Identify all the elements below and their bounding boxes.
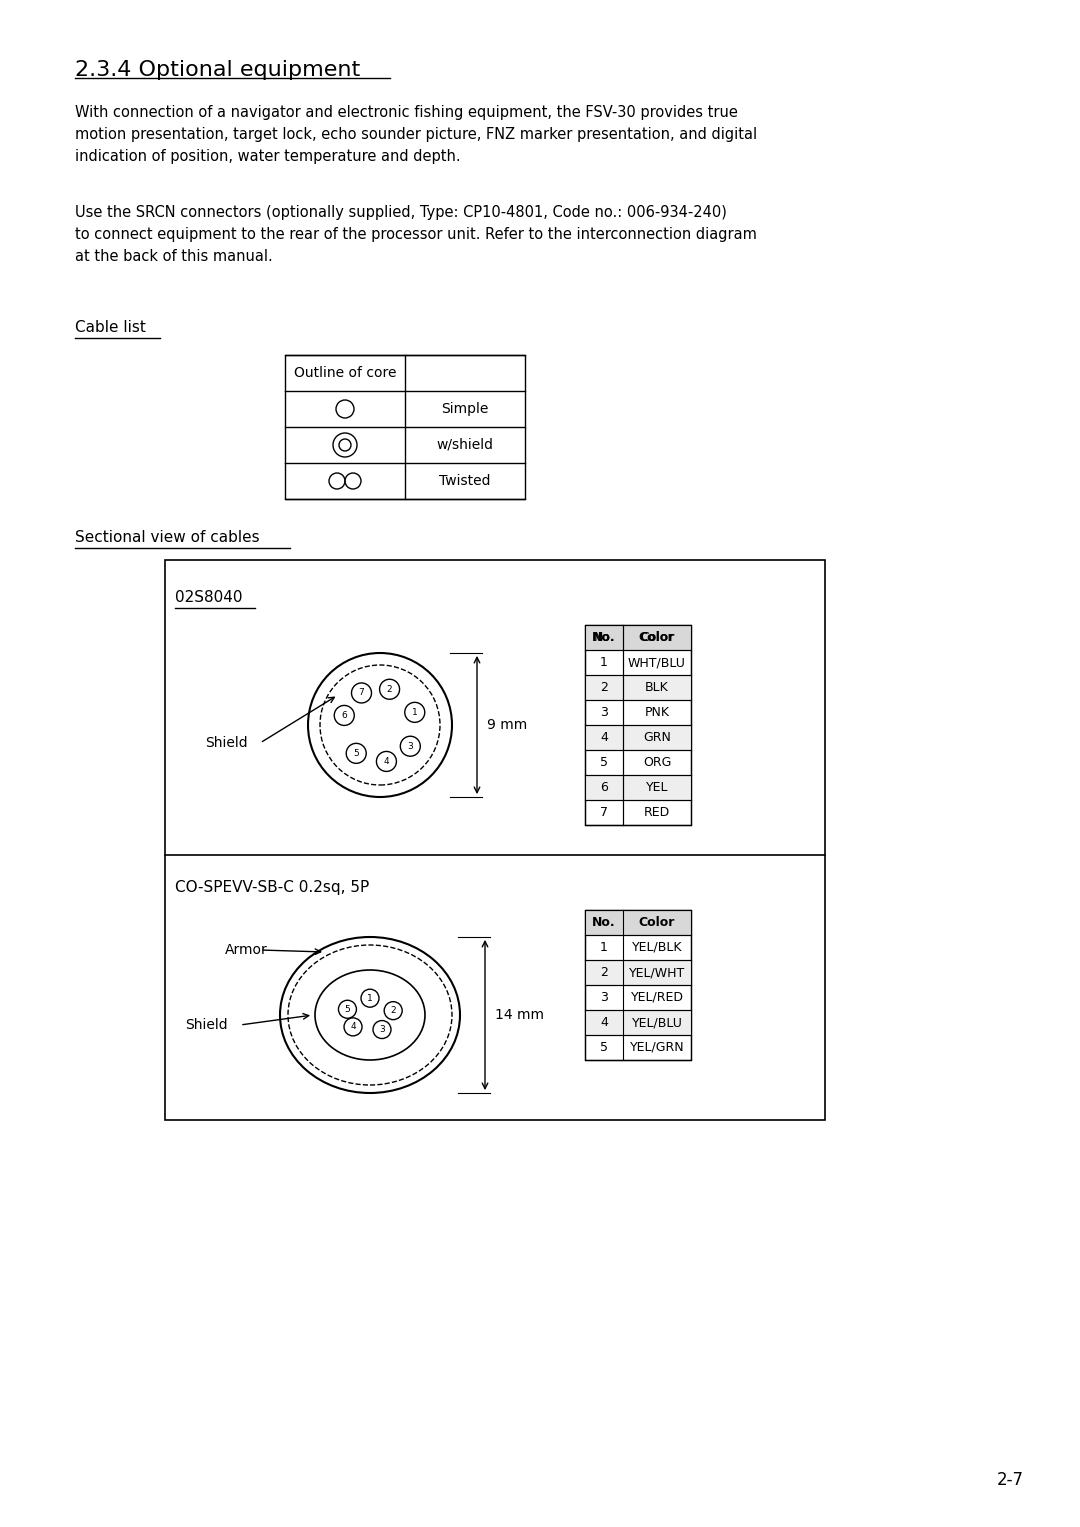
Bar [585,725,691,750]
Text: Shield: Shield [185,1019,228,1032]
Text: GRN: GRN [643,731,671,744]
Text: 4: 4 [600,731,608,744]
Bar [285,354,525,499]
Text: 1: 1 [411,709,418,716]
Bar [165,560,825,1119]
Text: 5: 5 [600,1041,608,1054]
Text: YEL/BLK: YEL/BLK [632,941,683,954]
Bar [585,675,691,699]
Text: PNK: PNK [645,705,670,719]
Text: 1: 1 [600,657,608,669]
Text: 02S8040: 02S8040 [175,589,243,605]
Text: CO-SPEVV-SB-C 0.2sq, 5P: CO-SPEVV-SB-C 0.2sq, 5P [175,880,369,895]
Text: YEL/GRN: YEL/GRN [630,1041,685,1054]
Text: YEL/WHT: YEL/WHT [629,967,685,979]
Text: 2: 2 [390,1006,396,1015]
Bar [585,910,691,935]
Bar [585,625,691,825]
Text: YEL/RED: YEL/RED [631,991,684,1003]
Bar [585,910,691,1060]
Text: Outline of core: Outline of core [294,366,396,380]
Text: BLK: BLK [645,681,669,693]
Text: Armor: Armor [225,944,268,957]
Text: w/shield: w/shield [436,438,494,452]
Text: 5: 5 [600,756,608,770]
Text: Twisted: Twisted [440,473,490,489]
Text: 4: 4 [350,1023,355,1031]
Text: Use the SRCN connectors (optionally supplied, Type: CP10-4801, Code no.: 006-934: Use the SRCN connectors (optionally supp… [75,205,757,264]
Text: YEL/BLU: YEL/BLU [632,1015,683,1029]
Text: 3: 3 [379,1025,384,1034]
Text: Cable list: Cable list [75,321,146,334]
Text: No.: No. [592,916,616,928]
Text: 2: 2 [600,681,608,693]
Text: 1: 1 [600,941,608,954]
Text: 2: 2 [600,967,608,979]
Text: 3: 3 [600,991,608,1003]
Text: Color: Color [638,916,675,928]
Bar [585,960,691,985]
Text: WHT/BLU: WHT/BLU [629,657,686,669]
Text: No.: No. [594,631,615,644]
Text: Sectional view of cables: Sectional view of cables [75,530,259,545]
Text: 2.3.4 Optional equipment: 2.3.4 Optional equipment [75,60,361,79]
Text: YEL: YEL [646,780,669,794]
Bar [585,1009,691,1035]
Text: 1: 1 [367,994,373,1003]
Text: 5: 5 [353,748,359,757]
Text: With connection of a navigator and electronic fishing equipment, the FSV-30 prov: With connection of a navigator and elect… [75,105,757,165]
Text: RED: RED [644,806,670,818]
Text: 5: 5 [345,1005,350,1014]
Text: No.: No. [592,631,616,644]
Text: 3: 3 [600,705,608,719]
Text: 2: 2 [387,684,392,693]
Text: Color: Color [638,631,675,644]
Text: Shield: Shield [205,736,247,750]
Text: 7: 7 [600,806,608,818]
Text: 2-7: 2-7 [997,1471,1024,1489]
Text: 3: 3 [407,742,414,751]
Text: 9 mm: 9 mm [487,718,527,731]
Text: Simple: Simple [442,402,488,415]
Text: Color: Color [640,631,673,644]
Text: 7: 7 [359,689,364,698]
Text: 4: 4 [383,757,389,767]
Text: 14 mm: 14 mm [495,1008,544,1022]
Text: ORG: ORG [643,756,671,770]
Text: 4: 4 [600,1015,608,1029]
Text: 6: 6 [600,780,608,794]
Bar [585,625,691,651]
Text: 6: 6 [341,712,347,719]
Bar [585,776,691,800]
